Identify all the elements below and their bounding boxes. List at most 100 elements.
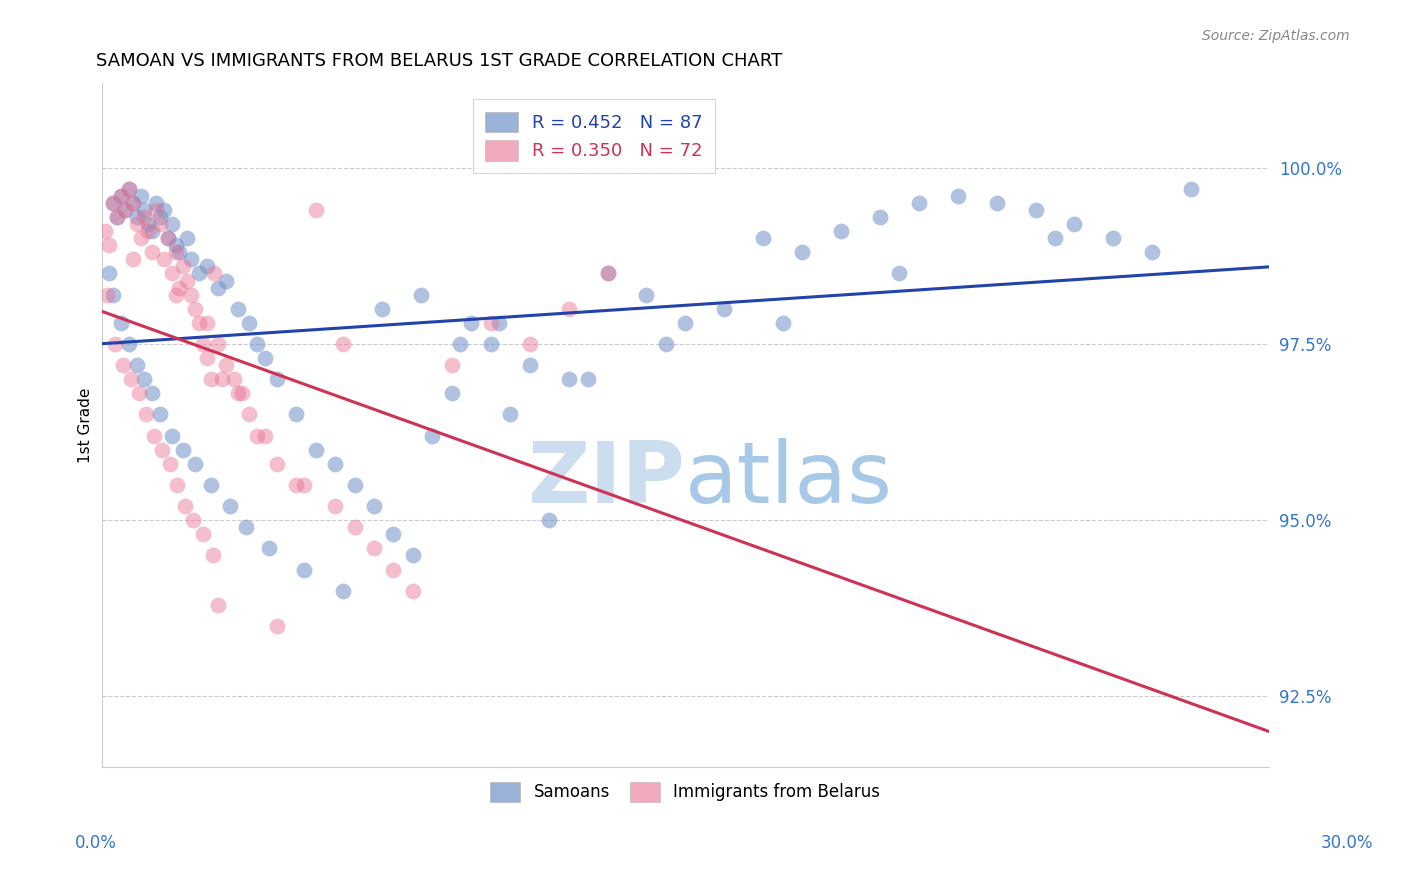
Point [422, 428, 444, 442]
Point [363, 541, 385, 556]
Point [499, 408, 522, 422]
Point [519, 358, 541, 372]
Point [105, 210, 128, 224]
Point [226, 386, 249, 401]
Point [266, 457, 288, 471]
Point [790, 245, 813, 260]
Point [772, 316, 794, 330]
Point [946, 189, 969, 203]
Point [200, 372, 222, 386]
Point [830, 224, 852, 238]
Point [1142, 245, 1164, 260]
Point [266, 619, 288, 633]
Point [94, 224, 117, 238]
Point [207, 337, 229, 351]
Point [184, 301, 207, 316]
Point [323, 457, 346, 471]
Point [98, 267, 121, 281]
Point [160, 217, 183, 231]
Point [266, 372, 288, 386]
Point [246, 337, 269, 351]
Point [382, 527, 405, 541]
Point [110, 316, 132, 330]
Point [195, 316, 218, 330]
Point [128, 386, 150, 401]
Point [219, 499, 242, 513]
Point [149, 217, 172, 231]
Point [409, 287, 432, 301]
Point [1043, 231, 1066, 245]
Point [557, 372, 579, 386]
Point [114, 202, 136, 217]
Point [323, 499, 346, 513]
Point [460, 316, 482, 330]
Point [673, 316, 696, 330]
Point [143, 428, 166, 442]
Point [172, 260, 194, 274]
Point [246, 428, 269, 442]
Point [114, 202, 136, 217]
Point [752, 231, 775, 245]
Point [96, 287, 118, 301]
Point [332, 583, 354, 598]
Point [180, 287, 202, 301]
Point [160, 267, 183, 281]
Point [292, 478, 315, 492]
Point [636, 287, 658, 301]
Point [125, 358, 148, 372]
Point [176, 273, 198, 287]
Point [1180, 182, 1202, 196]
Point [184, 457, 207, 471]
Point [156, 231, 179, 245]
Point [149, 210, 172, 224]
Point [180, 252, 202, 267]
Point [145, 202, 167, 217]
Point [713, 301, 735, 316]
Point [402, 549, 425, 563]
Point [254, 428, 277, 442]
Point [519, 337, 541, 351]
Point [304, 442, 326, 457]
Point [135, 408, 157, 422]
Point [169, 245, 191, 260]
Text: 0.0%: 0.0% [75, 834, 117, 852]
Point [191, 527, 214, 541]
Point [134, 210, 156, 224]
Point [402, 583, 425, 598]
Point [165, 245, 187, 260]
Point [129, 189, 152, 203]
Point [176, 231, 198, 245]
Point [145, 196, 167, 211]
Text: Source: ZipAtlas.com: Source: ZipAtlas.com [1202, 29, 1350, 44]
Point [215, 273, 238, 287]
Point [136, 224, 159, 238]
Point [332, 337, 354, 351]
Point [150, 442, 173, 457]
Point [538, 513, 561, 527]
Point [153, 202, 176, 217]
Point [257, 541, 280, 556]
Point [1102, 231, 1125, 245]
Point [222, 372, 245, 386]
Legend: Samoans, Immigrants from Belarus: Samoans, Immigrants from Belarus [482, 774, 889, 810]
Point [440, 358, 463, 372]
Point [215, 358, 238, 372]
Point [304, 202, 326, 217]
Point [187, 267, 209, 281]
Point [159, 457, 181, 471]
Point [488, 316, 510, 330]
Point [98, 238, 121, 252]
Point [201, 549, 224, 563]
Point [479, 337, 502, 351]
Point [655, 337, 678, 351]
Point [118, 337, 141, 351]
Point [211, 372, 233, 386]
Point [908, 196, 931, 211]
Point [134, 372, 156, 386]
Point [238, 408, 260, 422]
Point [382, 562, 405, 576]
Point [110, 189, 132, 203]
Point [292, 562, 315, 576]
Point [141, 224, 163, 238]
Point [165, 287, 187, 301]
